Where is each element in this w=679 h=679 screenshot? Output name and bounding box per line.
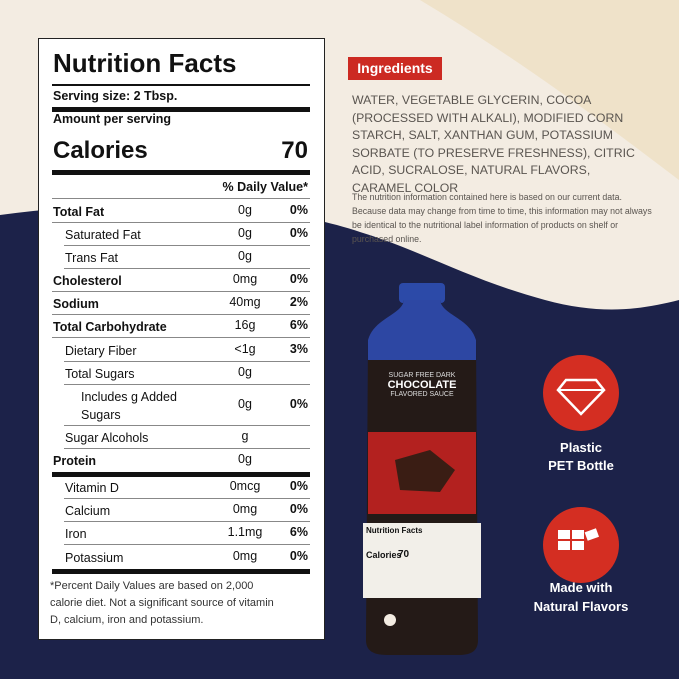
nutrient-name: Saturated Fat bbox=[65, 228, 141, 242]
nutrient-name: Cholesterol bbox=[53, 274, 122, 288]
bottle-nf-title: Nutrition Facts bbox=[366, 526, 423, 535]
nutrient-dv: 0% bbox=[289, 272, 308, 286]
row-line bbox=[64, 245, 310, 246]
feature-line: PET Bottle bbox=[548, 458, 614, 473]
nutrient-amount: 0mg bbox=[232, 549, 258, 563]
nutrient-amount: 16g bbox=[234, 318, 256, 332]
nutrient-name: Total Carbohydrate bbox=[53, 320, 167, 334]
thick-rule bbox=[52, 569, 310, 574]
feature-line: Natural Flavors bbox=[533, 599, 629, 614]
feature: Made with Natural Flavors bbox=[511, 578, 651, 616]
thick-rule bbox=[52, 472, 310, 477]
nutrient-amount: 0mcg bbox=[229, 479, 261, 493]
nutrition-title: Nutrition Facts bbox=[53, 48, 237, 78]
nutrient-amount: 0g bbox=[238, 249, 252, 263]
nutrient-dv: 3% bbox=[289, 342, 308, 356]
dv-header: % Daily Value* bbox=[222, 180, 308, 194]
footnote: *Percent Daily Values are based on 2,000… bbox=[50, 580, 274, 626]
nutrient-name: Potassium bbox=[65, 551, 124, 565]
bottle-line: CHOCOLATE bbox=[387, 379, 457, 391]
bottle-calories: Calories bbox=[366, 550, 402, 560]
bottle-calories-value: 70 bbox=[398, 549, 410, 560]
disclaimer: The nutrition information contained here… bbox=[352, 192, 652, 244]
nutrient-name: Sugar Alcohols bbox=[65, 431, 149, 445]
row-line bbox=[52, 222, 310, 223]
nutrient-dv: 0% bbox=[289, 549, 308, 563]
row-line bbox=[64, 361, 310, 362]
nutrient-name: Total Sugars bbox=[65, 367, 135, 381]
nutrient-dv: 0% bbox=[289, 203, 308, 217]
nutrient-amount: 0mg bbox=[232, 502, 258, 516]
nutrition-panel bbox=[38, 38, 325, 640]
nutrient-name: Trans Fat bbox=[65, 251, 119, 265]
nutrient-dv: 2% bbox=[289, 295, 308, 309]
nutrient-name: Total Fat bbox=[53, 205, 105, 219]
feature-line: Plastic bbox=[560, 440, 602, 455]
row-line bbox=[64, 425, 310, 426]
nutrient-amount: 0mg bbox=[232, 272, 258, 286]
nutrient-name: Vitamin D bbox=[65, 481, 119, 495]
nutrient-dv: 0% bbox=[289, 479, 308, 493]
nutrient-amount: <1g bbox=[234, 342, 256, 356]
ingredients-text: WATER, VEGETABLE GLYCERIN, COCOA (PROCES… bbox=[352, 93, 635, 195]
nutrient-amount: 0g bbox=[238, 365, 252, 379]
amount-per-serving: Amount per serving bbox=[53, 112, 172, 126]
nutrient-name: Dietary Fiber bbox=[65, 344, 137, 358]
bottle-line: SUGAR FREE DARK bbox=[388, 372, 456, 379]
nutrient-amount: 0g bbox=[238, 397, 252, 411]
nutrient-name: Iron bbox=[65, 527, 87, 541]
row-line bbox=[64, 544, 310, 545]
nutrient-name: Calcium bbox=[65, 504, 111, 518]
nutrient-name: Sodium bbox=[53, 297, 99, 311]
nutrient-name: Protein bbox=[53, 454, 97, 468]
serving-size: Serving size: 2 Tbsp. bbox=[53, 89, 178, 103]
nutrient-dv: 6% bbox=[289, 318, 308, 332]
feature: Plastic PET Bottle bbox=[521, 439, 641, 475]
nutrient-dv: 0% bbox=[289, 502, 308, 516]
nutrient-amount: 0g bbox=[238, 226, 252, 240]
nutrient-dv: 6% bbox=[289, 525, 308, 539]
bottle-line: FLAVORED SAUCE bbox=[390, 391, 454, 398]
feature-line: Made with bbox=[549, 580, 613, 595]
nutrient-name: Includes g Added Sugars bbox=[81, 390, 177, 422]
row-line bbox=[64, 498, 310, 499]
row-line bbox=[64, 268, 310, 269]
nutrient-amount: g bbox=[241, 429, 249, 443]
nutrient-dv: 0% bbox=[289, 226, 308, 240]
row-line bbox=[52, 314, 310, 315]
bottle-label: SUGAR FREE DARK CHOCOLATE FLAVORED SAUCE bbox=[368, 372, 476, 398]
row-line bbox=[52, 291, 310, 292]
calories-label: Calories bbox=[53, 137, 148, 164]
nutrient-amount: 40mg bbox=[229, 295, 261, 309]
ingredients-heading: Ingredients bbox=[348, 57, 442, 80]
row-line bbox=[64, 384, 310, 385]
row-line bbox=[64, 448, 310, 449]
nutrient-dv: 0% bbox=[289, 397, 308, 411]
nutrient-amount: 1.1mg bbox=[227, 525, 263, 539]
nutrient-amount: 0g bbox=[238, 203, 252, 217]
nutrient-amount: 0g bbox=[238, 452, 252, 466]
calories-value: 70 bbox=[281, 137, 308, 164]
row-line bbox=[52, 337, 310, 338]
row-line bbox=[64, 521, 310, 522]
